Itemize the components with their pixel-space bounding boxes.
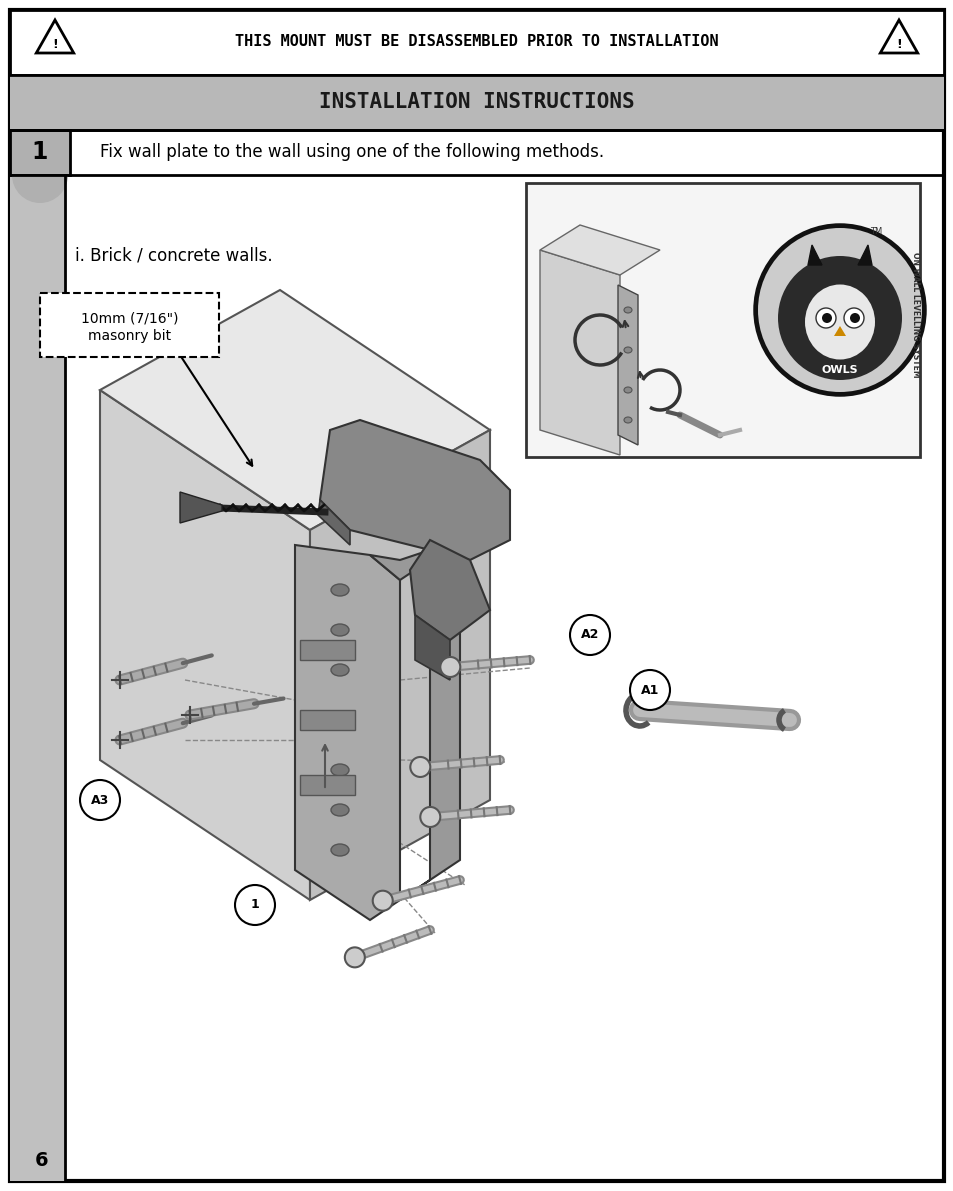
Text: INSTALLATION INSTRUCTIONS: INSTALLATION INSTRUCTIONS [319, 92, 634, 112]
Wedge shape [12, 175, 68, 202]
Bar [10, 130, 70, 175]
Circle shape [234, 885, 274, 925]
Circle shape [849, 313, 859, 323]
Bar [299, 710, 355, 730]
Text: !: ! [895, 38, 901, 51]
Circle shape [440, 657, 459, 676]
Circle shape [373, 891, 393, 911]
Polygon shape [100, 389, 310, 900]
Circle shape [80, 780, 120, 819]
Text: A1: A1 [640, 684, 659, 697]
Text: i. Brick / concrete walls.: i. Brick / concrete walls. [75, 247, 273, 264]
Bar [299, 640, 355, 660]
Polygon shape [370, 540, 459, 900]
Text: masonry bit: masonry bit [89, 329, 172, 343]
Polygon shape [36, 20, 73, 54]
Text: 1: 1 [251, 898, 259, 911]
Polygon shape [180, 492, 222, 523]
Text: 10mm (7/16"): 10mm (7/16") [81, 311, 178, 325]
Ellipse shape [331, 584, 349, 596]
FancyBboxPatch shape [40, 293, 219, 357]
Polygon shape [294, 545, 399, 919]
Polygon shape [539, 250, 619, 455]
Text: ON WALL LEVELLING SYSTEM: ON WALL LEVELLING SYSTEM [910, 252, 920, 378]
Text: 1: 1 [31, 141, 49, 164]
Text: A3: A3 [91, 793, 109, 806]
Circle shape [754, 225, 924, 395]
Circle shape [778, 256, 901, 380]
Polygon shape [618, 285, 638, 445]
Polygon shape [410, 540, 490, 640]
Ellipse shape [623, 417, 631, 423]
Bar [10, 10, 943, 75]
Ellipse shape [623, 387, 631, 393]
Text: Fix wall plate to the wall using one of the following methods.: Fix wall plate to the wall using one of … [100, 143, 603, 161]
Text: TM: TM [869, 227, 882, 237]
Bar [299, 775, 355, 796]
Circle shape [410, 757, 430, 777]
Ellipse shape [331, 713, 349, 727]
Circle shape [843, 308, 863, 328]
Circle shape [815, 308, 835, 328]
Polygon shape [319, 420, 510, 560]
Ellipse shape [331, 763, 349, 777]
Polygon shape [317, 500, 350, 545]
Polygon shape [807, 245, 821, 266]
Text: OWLS: OWLS [821, 364, 858, 375]
Circle shape [420, 807, 440, 827]
Ellipse shape [804, 285, 874, 360]
Ellipse shape [331, 624, 349, 636]
Polygon shape [833, 326, 845, 336]
Polygon shape [539, 225, 659, 275]
Circle shape [758, 227, 921, 392]
Text: THIS MOUNT MUST BE DISASSEMBLED PRIOR TO INSTALLATION: THIS MOUNT MUST BE DISASSEMBLED PRIOR TO… [235, 35, 718, 50]
Text: 6: 6 [35, 1151, 49, 1170]
Circle shape [569, 615, 609, 655]
Ellipse shape [331, 665, 349, 676]
Circle shape [629, 671, 669, 710]
Text: A2: A2 [580, 629, 598, 642]
Polygon shape [310, 430, 490, 900]
Text: !: ! [52, 38, 58, 51]
Polygon shape [415, 615, 450, 680]
Polygon shape [100, 289, 490, 530]
FancyBboxPatch shape [525, 183, 919, 457]
Circle shape [821, 313, 831, 323]
Polygon shape [880, 20, 917, 54]
Polygon shape [857, 245, 871, 266]
Ellipse shape [623, 347, 631, 353]
Bar [10, 75, 943, 130]
Circle shape [344, 947, 364, 967]
Ellipse shape [331, 844, 349, 856]
Ellipse shape [331, 804, 349, 816]
Ellipse shape [623, 307, 631, 313]
Bar [10, 175, 65, 1181]
